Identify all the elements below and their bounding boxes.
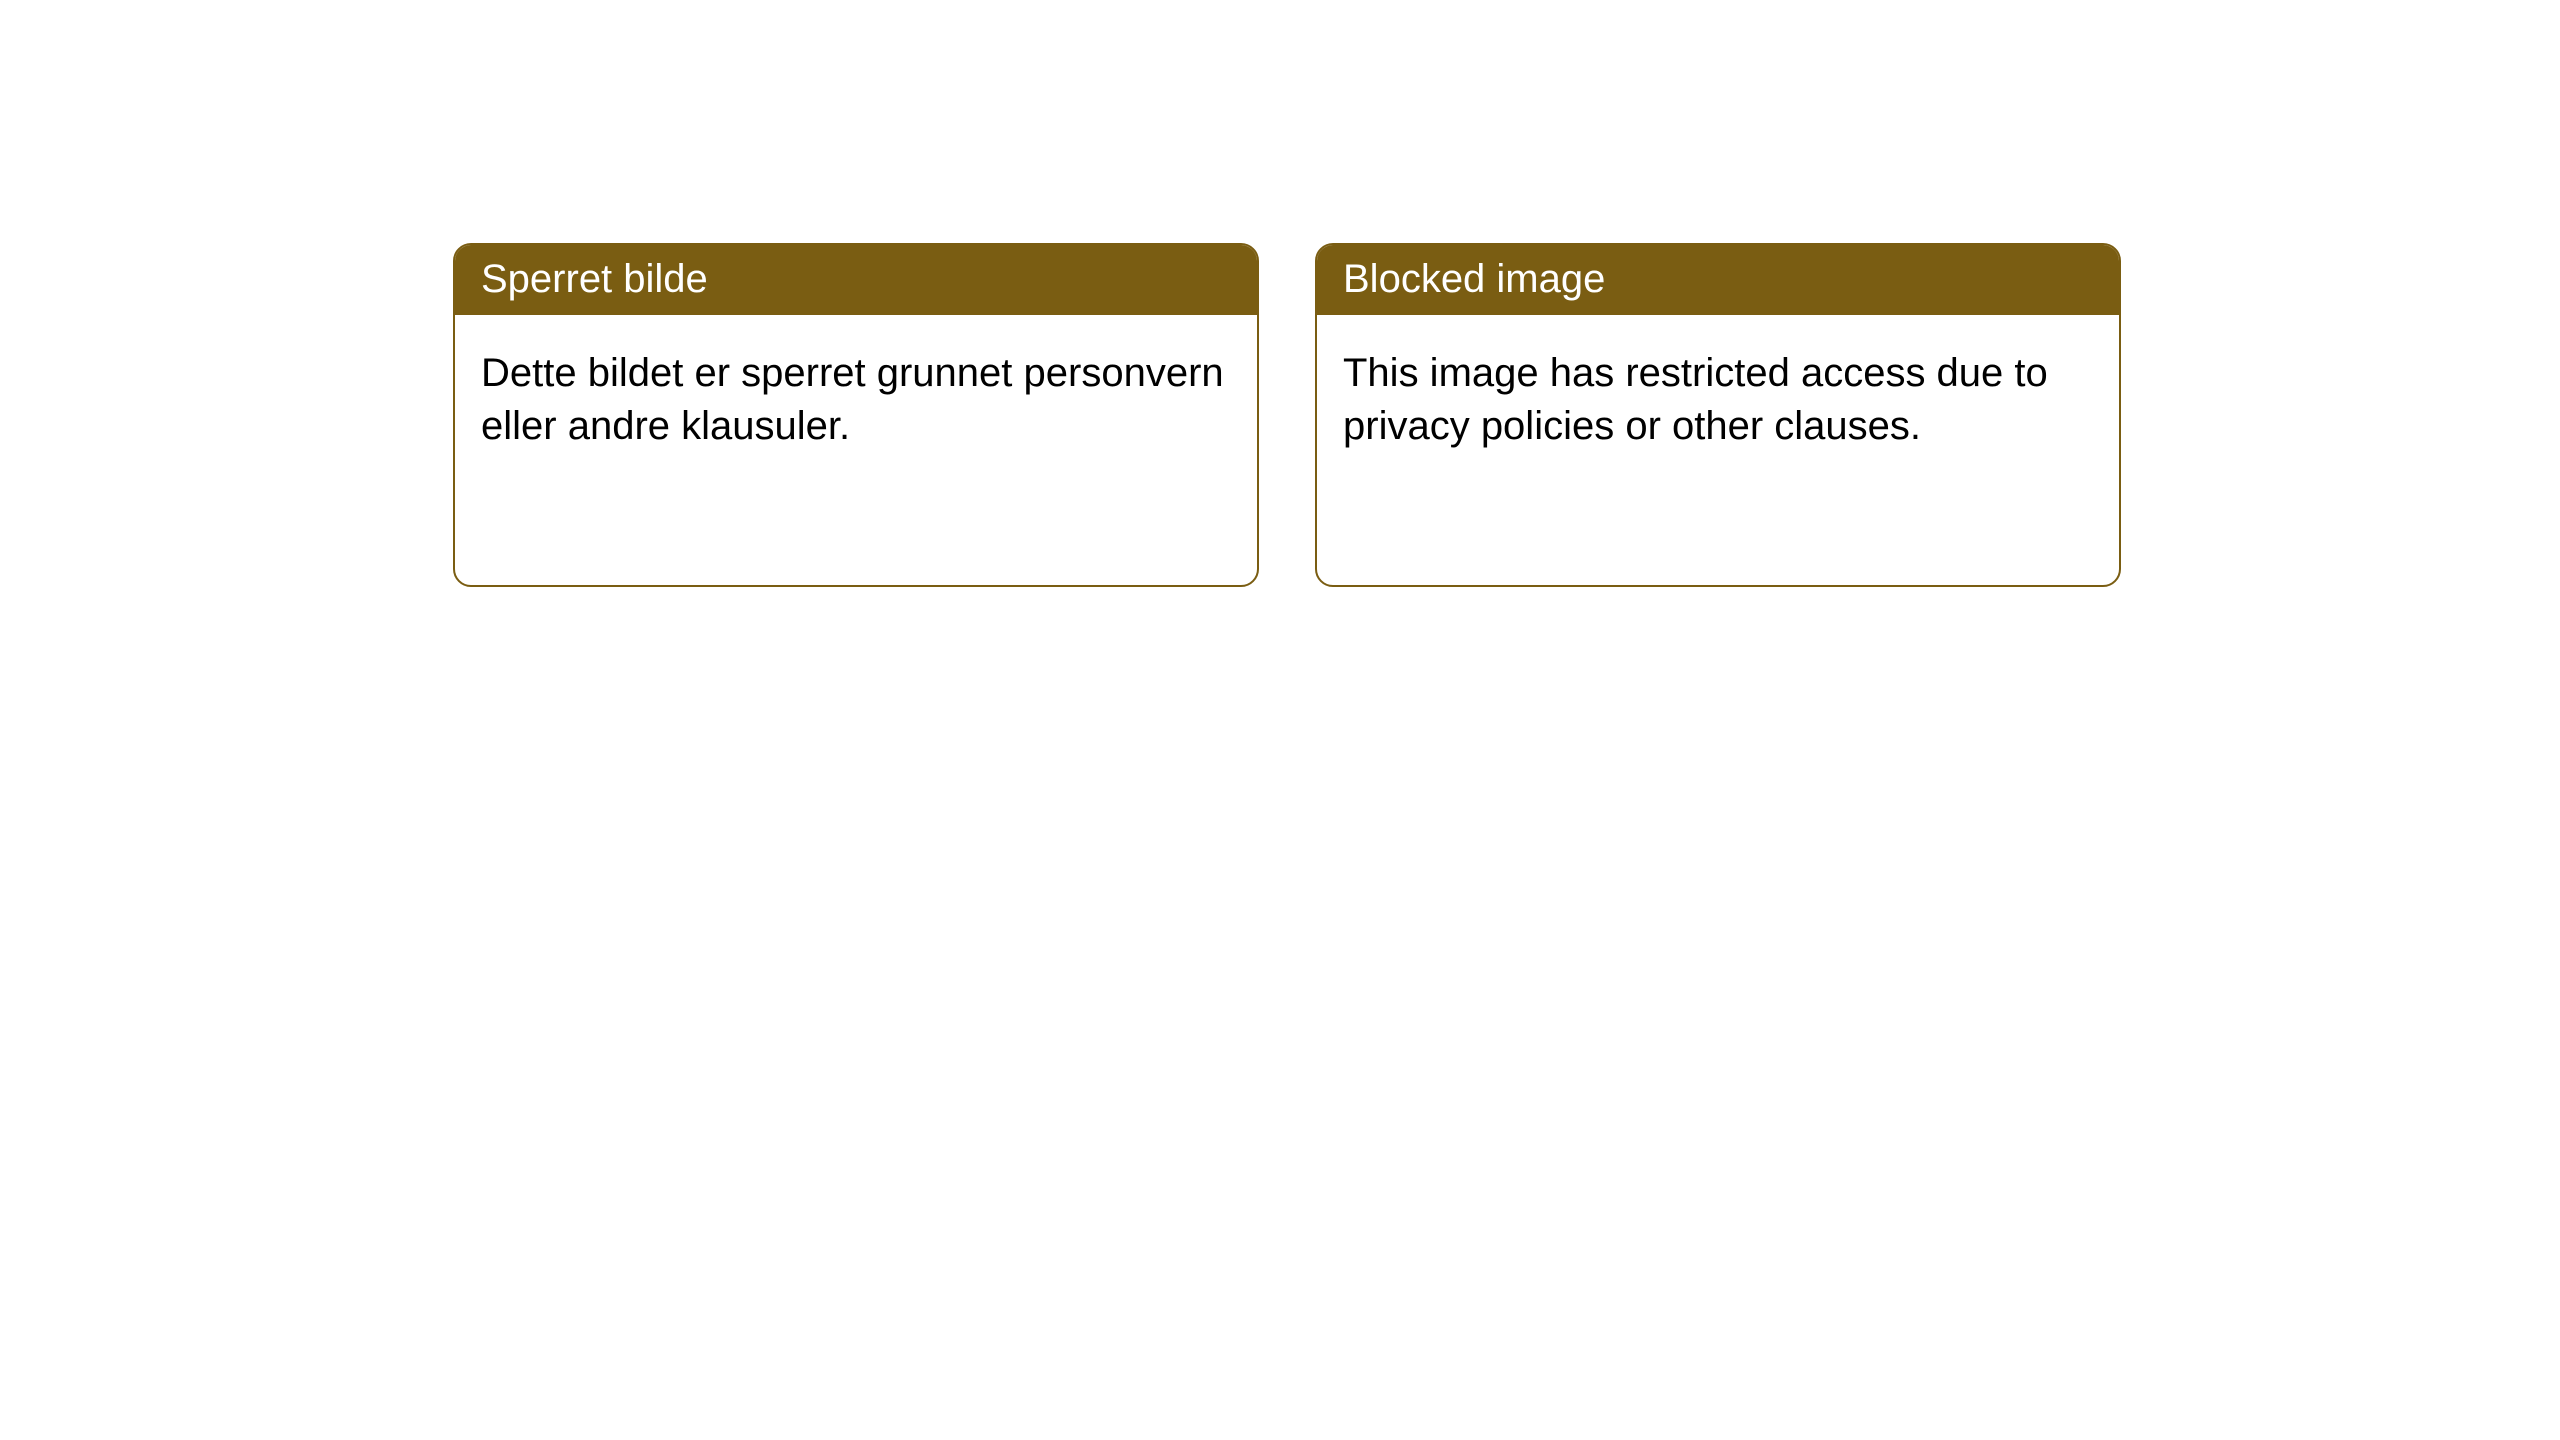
card-body-text: This image has restricted access due to … [1343, 351, 2048, 448]
card-header: Sperret bilde [455, 245, 1257, 315]
card-header: Blocked image [1317, 245, 2119, 315]
card-body: Dette bildet er sperret grunnet personve… [455, 315, 1257, 585]
notice-card-norwegian: Sperret bilde Dette bildet er sperret gr… [453, 243, 1259, 587]
card-body: This image has restricted access due to … [1317, 315, 2119, 585]
card-title: Sperret bilde [481, 257, 708, 301]
notice-cards-container: Sperret bilde Dette bildet er sperret gr… [453, 243, 2121, 587]
notice-card-english: Blocked image This image has restricted … [1315, 243, 2121, 587]
card-body-text: Dette bildet er sperret grunnet personve… [481, 351, 1224, 448]
card-title: Blocked image [1343, 257, 1605, 301]
